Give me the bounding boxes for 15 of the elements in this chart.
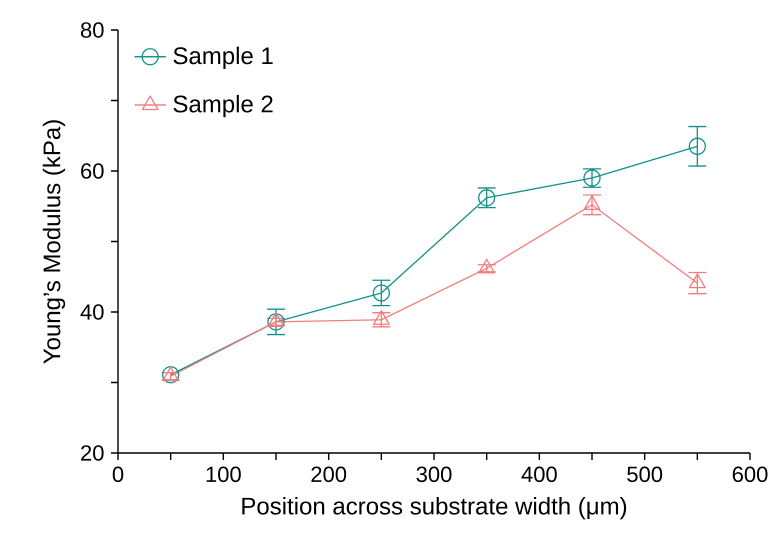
y-tick-label: 20 [81,445,104,461]
x-tick-label: 500 [627,466,662,482]
x-tick-label: 0 [112,466,124,482]
x-tick-label: 400 [521,466,557,482]
x-axis-title: Position across substrate width (μm) [242,496,626,520]
x-tick-label: 200 [311,466,346,482]
x-tick-label: 100 [206,466,241,482]
y-tick-label: 60 [81,163,104,179]
x-tick-label: 600 [732,466,768,482]
y-axis-title: Young’s Modulus (kPa) [42,120,66,364]
y-tick-label: 40 [80,304,104,320]
y-tick-label: 80 [80,22,104,38]
legend-label: Sample 2 [174,94,273,118]
legend-label: Sample 1 [174,46,273,70]
x-tick-label: 300 [416,466,452,482]
